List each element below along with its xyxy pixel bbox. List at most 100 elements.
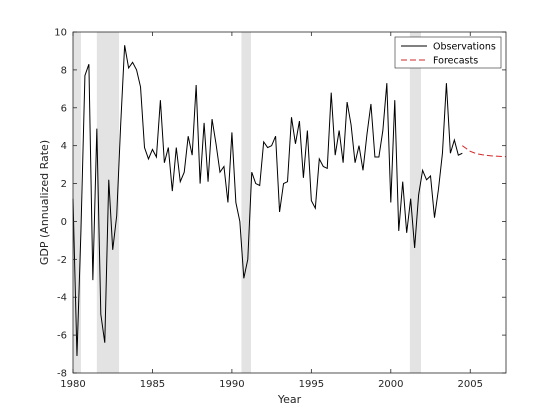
data-point bbox=[112, 249, 113, 250]
data-point bbox=[462, 145, 463, 146]
data-point bbox=[501, 156, 502, 157]
x-tick-label: 1985 bbox=[140, 379, 165, 390]
data-point bbox=[156, 156, 157, 157]
data-point bbox=[474, 152, 475, 153]
x-tick-label: 2000 bbox=[378, 379, 403, 390]
data-point bbox=[339, 130, 340, 131]
data-point bbox=[215, 143, 216, 144]
y-tick-label: 2 bbox=[61, 179, 67, 190]
data-point bbox=[192, 155, 193, 156]
data-point bbox=[172, 191, 173, 192]
y-tick-label: 6 bbox=[61, 103, 67, 114]
data-point bbox=[438, 189, 439, 190]
series-forecasts bbox=[462, 145, 507, 158]
data-point bbox=[303, 177, 304, 178]
data-point bbox=[323, 166, 324, 167]
data-point bbox=[386, 83, 387, 84]
data-point bbox=[96, 128, 97, 129]
recession-band-3 bbox=[409, 32, 421, 373]
data-point bbox=[319, 158, 320, 159]
data-point bbox=[283, 183, 284, 184]
data-point bbox=[478, 153, 479, 154]
data-point bbox=[442, 153, 443, 154]
data-point bbox=[366, 134, 367, 135]
data-point bbox=[470, 151, 471, 152]
data-point bbox=[291, 117, 292, 118]
x-tick-label: 2005 bbox=[458, 379, 483, 390]
legend-label-forecasts: Forecasts bbox=[433, 56, 478, 67]
data-point bbox=[458, 155, 459, 156]
data-point bbox=[354, 162, 355, 163]
legend: Observations Forecasts bbox=[394, 36, 502, 69]
data-point bbox=[164, 162, 165, 163]
data-point bbox=[343, 162, 344, 163]
data-point bbox=[219, 172, 220, 173]
series-layer bbox=[72, 45, 507, 356]
legend-box bbox=[394, 36, 502, 69]
data-point bbox=[80, 230, 81, 231]
data-point bbox=[493, 155, 494, 156]
y-tick-label: -6 bbox=[57, 331, 67, 342]
data-point bbox=[279, 211, 280, 212]
data-point bbox=[497, 156, 498, 157]
data-point bbox=[418, 194, 419, 195]
data-point bbox=[108, 179, 109, 180]
data-point bbox=[100, 314, 101, 315]
data-point bbox=[144, 147, 145, 148]
data-point bbox=[311, 200, 312, 201]
plot-frame bbox=[72, 31, 507, 374]
data-point bbox=[299, 120, 300, 121]
y-tick-label: 4 bbox=[61, 141, 67, 152]
series-line-observations bbox=[72, 45, 463, 356]
data-point bbox=[374, 156, 375, 157]
data-point bbox=[275, 136, 276, 137]
data-point bbox=[104, 342, 105, 343]
data-point bbox=[486, 155, 487, 156]
data-point bbox=[271, 145, 272, 146]
data-point bbox=[247, 259, 248, 260]
data-point bbox=[406, 232, 407, 233]
y-tick-label: -2 bbox=[57, 255, 67, 266]
data-point bbox=[422, 170, 423, 171]
data-point bbox=[124, 45, 125, 46]
data-point bbox=[410, 198, 411, 199]
data-point bbox=[188, 136, 189, 137]
data-point bbox=[132, 62, 133, 63]
data-point bbox=[267, 147, 268, 148]
data-point bbox=[362, 170, 363, 171]
recession-band-2 bbox=[241, 32, 251, 373]
data-point bbox=[327, 168, 328, 169]
data-point bbox=[462, 153, 463, 154]
data-point bbox=[350, 124, 351, 125]
y-tick-label: 10 bbox=[54, 28, 67, 39]
data-point bbox=[200, 183, 201, 184]
data-point bbox=[140, 86, 141, 87]
data-point bbox=[152, 149, 153, 150]
data-point bbox=[251, 172, 252, 173]
data-point bbox=[184, 172, 185, 173]
data-point bbox=[454, 139, 455, 140]
data-point bbox=[295, 143, 296, 144]
data-point bbox=[148, 158, 149, 159]
y-tick-label: 0 bbox=[61, 217, 67, 228]
data-point bbox=[116, 215, 117, 216]
data-point bbox=[88, 64, 89, 65]
data-point bbox=[196, 84, 197, 85]
data-point bbox=[231, 132, 232, 133]
data-point bbox=[307, 130, 308, 131]
data-point bbox=[402, 181, 403, 182]
legend-label-observations: Observations bbox=[433, 42, 496, 53]
series-line-forecasts bbox=[462, 145, 507, 158]
data-point bbox=[128, 67, 129, 68]
data-point bbox=[180, 181, 181, 182]
y-tick-label: -8 bbox=[57, 369, 67, 380]
plot-area bbox=[73, 32, 506, 373]
data-point bbox=[347, 101, 348, 102]
data-point bbox=[335, 155, 336, 156]
data-point bbox=[490, 155, 491, 156]
x-tick-label: 1990 bbox=[219, 379, 244, 390]
data-point bbox=[482, 154, 483, 155]
data-point bbox=[446, 83, 447, 84]
